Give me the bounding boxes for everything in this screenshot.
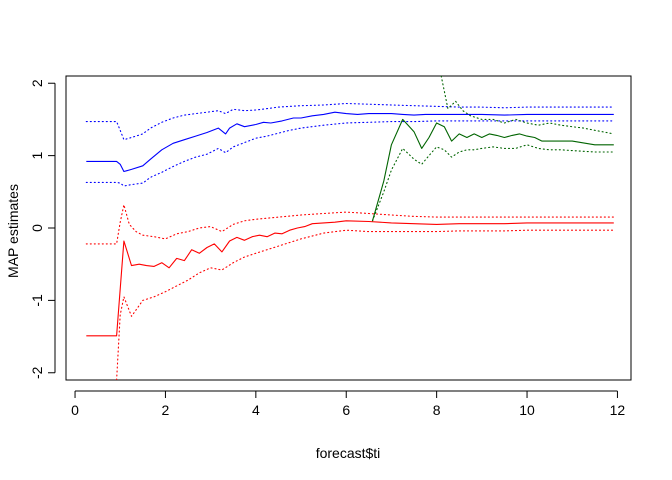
- plot-frame: [65, 75, 632, 381]
- series-line-0: [86, 111, 614, 173]
- series-line-7: [371, 144, 615, 222]
- y-tick-label: -1: [29, 294, 45, 307]
- x-tick-label: 10: [519, 402, 535, 418]
- y-tick-label: 2: [29, 79, 45, 87]
- x-tick-label: 6: [342, 402, 350, 418]
- x-tick-label: 8: [433, 402, 441, 418]
- x-tick-label: 12: [610, 402, 626, 418]
- series-line-8: [440, 76, 615, 135]
- y-axis: -2 -1 0 1 2: [29, 79, 56, 379]
- y-tick-label: 0: [29, 224, 45, 232]
- series-line-4: [85, 204, 615, 245]
- x-tick-label: 0: [71, 402, 79, 418]
- x-axis-title: forecast$ti: [316, 445, 381, 461]
- series-line-1: [85, 102, 615, 141]
- y-tick-label: -2: [29, 366, 45, 379]
- x-tick-label: 4: [252, 402, 260, 418]
- y-tick-label: 1: [29, 152, 45, 160]
- x-axis: 0 2 4 6 8 10 12: [71, 390, 626, 418]
- series-line-5: [116, 229, 615, 380]
- series-line-6: [371, 118, 614, 221]
- x-tick-label: 2: [162, 402, 170, 418]
- series-layer: [85, 76, 615, 380]
- series-line-2: [85, 120, 615, 187]
- y-axis-title: MAP estimates: [5, 184, 21, 278]
- series-line-3: [86, 220, 614, 337]
